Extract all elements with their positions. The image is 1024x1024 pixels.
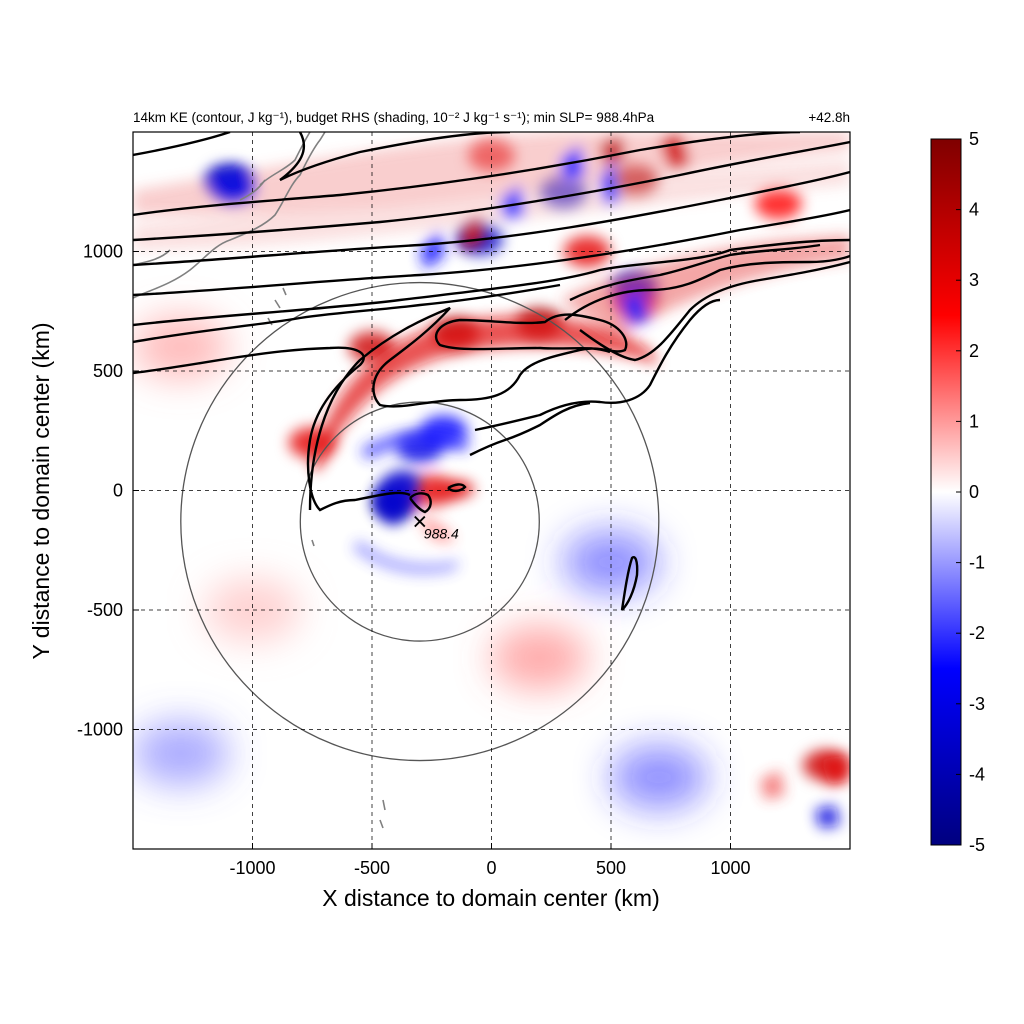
contour-line xyxy=(564,254,850,321)
x-axis-title: X distance to domain center (km) xyxy=(322,885,659,911)
contour-line xyxy=(133,346,411,512)
x-tick-label: -1000 xyxy=(229,858,275,878)
y-tick-label: 0 xyxy=(113,481,123,501)
contour-line xyxy=(620,556,639,611)
contour-line xyxy=(469,401,591,457)
x-tick-label: 0 xyxy=(486,858,496,878)
colorbar-tick-label: 2 xyxy=(969,341,979,361)
contour-line xyxy=(133,283,561,344)
contour-line xyxy=(409,492,432,514)
colorbar-ticks: 5 4 3 2 1 0 -1 -2 -3 -4 -5 xyxy=(956,129,985,855)
colorbar-tick-label: 5 xyxy=(969,129,979,149)
shading-cell xyxy=(133,721,229,786)
colorbar-tick-label: -4 xyxy=(969,764,985,784)
y-tick-label: 500 xyxy=(93,361,123,381)
range-ring xyxy=(180,281,660,762)
colorbar-tick-label: 4 xyxy=(969,200,979,220)
ke-contours xyxy=(133,132,850,611)
storm-center-marker: 988.4 xyxy=(414,515,459,542)
contour-line xyxy=(279,132,511,182)
x-tick-label: -500 xyxy=(354,858,390,878)
contour-line xyxy=(569,243,821,302)
contour-line xyxy=(308,306,628,511)
y-axis: -1000 -500 0 500 1000 xyxy=(77,242,139,740)
colorbar-tick-label: -5 xyxy=(969,835,985,855)
chart-title: 14km KE (contour, J kg⁻¹), budget RHS (s… xyxy=(133,110,655,125)
shading-cell xyxy=(563,235,611,268)
contour-line xyxy=(133,140,850,242)
shading-cell xyxy=(204,577,301,643)
shading-cell xyxy=(610,745,707,810)
contour-line xyxy=(133,132,801,217)
contour-line xyxy=(447,483,467,493)
colorbar-tick-label: 1 xyxy=(969,411,979,431)
colorbar-tick-label: 3 xyxy=(969,270,979,290)
storm-center-x-icon xyxy=(414,515,426,528)
y-tick-label: 1000 xyxy=(83,242,123,262)
contour-line xyxy=(474,298,721,432)
contour-line xyxy=(133,170,850,267)
colorbar-tick-label: -3 xyxy=(969,694,985,714)
shading-cell xyxy=(754,188,802,220)
x-axis: -1000 -500 0 500 1000 xyxy=(229,843,751,878)
colorbar-tick-label: -2 xyxy=(969,623,985,643)
range-ring xyxy=(299,401,540,642)
colorbar-tick-label: -1 xyxy=(969,553,985,573)
contour-line xyxy=(133,238,850,327)
y-tick-label: -500 xyxy=(87,600,123,620)
x-tick-label: 1000 xyxy=(710,858,750,878)
x-tick-label: 500 xyxy=(596,858,626,878)
y-axis-title: Y distance to domain center (km) xyxy=(28,322,54,659)
storm-center-label: 988.4 xyxy=(424,526,459,542)
shading-cell xyxy=(562,530,660,595)
y-tick-label: -1000 xyxy=(77,720,123,740)
chart-time-label: +42.8h xyxy=(808,110,850,125)
contour-line xyxy=(133,208,850,297)
contour-line xyxy=(133,132,231,157)
colorbar-tick-label: 0 xyxy=(969,482,979,502)
shading-cell xyxy=(491,625,588,690)
contour-line xyxy=(579,260,850,362)
range-rings xyxy=(180,281,660,762)
